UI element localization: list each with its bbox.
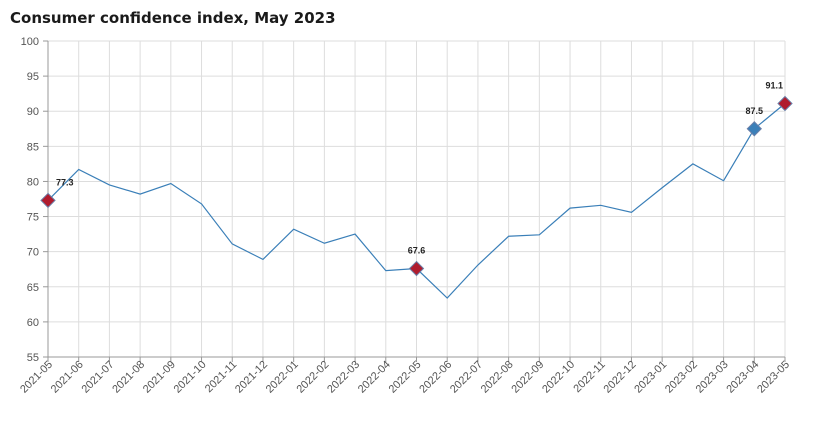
x-tick-label: 2022-04 [356, 359, 393, 396]
y-tick-label: 60 [27, 317, 39, 329]
x-tick-label: 2022-11 [571, 359, 607, 395]
data-label: 87.5 [746, 106, 764, 116]
data-point-marker[interactable] [40, 192, 56, 209]
x-tick-label: 2022-06 [417, 359, 454, 396]
x-tick-label: 2021-08 [110, 359, 147, 396]
y-tick-label: 100 [21, 36, 39, 48]
x-tick-label: 2021-07 [80, 359, 117, 396]
y-tick-label: 80 [27, 176, 39, 188]
x-tick-label: 2023-01 [632, 359, 669, 396]
y-tick-label: 70 [27, 247, 39, 259]
y-tick-label: 55 [27, 352, 39, 364]
x-tick-label: 2023-02 [663, 359, 700, 396]
y-tick-label: 75 [27, 212, 39, 224]
data-label: 77.3 [56, 177, 74, 187]
data-label: 91.1 [765, 80, 783, 90]
data-label: 67.6 [408, 246, 426, 256]
x-tick-label: 2021-06 [49, 359, 86, 396]
x-tick-label: 2022-02 [294, 359, 331, 396]
x-tick-label: 2023-05 [755, 359, 792, 396]
x-tick-label: 2022-08 [479, 359, 516, 396]
x-tick-label: 2022-12 [602, 359, 639, 396]
x-tick-label: 2021-11 [203, 359, 239, 395]
y-tick-label: 95 [27, 71, 39, 83]
x-tick-label: 2023-03 [694, 359, 731, 396]
data-point-marker[interactable] [408, 260, 425, 277]
x-tick-label: 2023-04 [724, 359, 761, 396]
y-tick-label: 90 [27, 106, 39, 118]
x-tick-label: 2021-12 [233, 359, 270, 396]
x-tick-label: 2021-09 [141, 359, 178, 396]
y-tick-label: 85 [27, 141, 39, 153]
x-tick-label: 2022-05 [387, 359, 424, 396]
x-tick-label: 2022-10 [540, 359, 577, 396]
x-tick-label: 2022-09 [509, 359, 546, 396]
data-point-marker[interactable] [746, 121, 762, 137]
x-tick-label: 2021-10 [172, 359, 209, 396]
x-tick-label: 2022-01 [264, 359, 301, 396]
data-point-marker[interactable] [777, 95, 793, 112]
x-tick-label: 2022-07 [448, 359, 485, 396]
x-tick-label: 2022-03 [325, 359, 362, 396]
x-tick-label: 2021-05 [18, 359, 55, 396]
chart-title: Consumer confidence index, May 2023 [10, 9, 336, 27]
y-tick-label: 65 [27, 282, 39, 294]
